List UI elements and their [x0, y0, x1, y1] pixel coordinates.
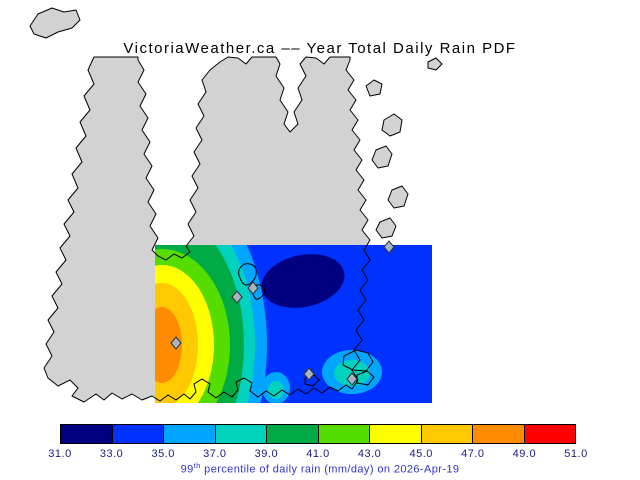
landmass-layer — [29, 7, 443, 403]
colorbar-tick-label: 47.0 — [461, 448, 485, 460]
colorbar-tick-label: 51.0 — [564, 448, 588, 460]
colorbar-cell — [318, 425, 370, 443]
island-1 — [365, 79, 383, 97]
caption: 99th percentile of daily rain (mm/day) o… — [0, 461, 640, 476]
colorbar-cell — [112, 425, 164, 443]
station-marker — [247, 281, 259, 295]
colorbar-tick-label: 33.0 — [99, 448, 124, 460]
band-31-33-minimum — [261, 254, 345, 308]
colorbar-cell — [524, 425, 575, 443]
island-4 — [387, 185, 409, 209]
station-marker — [383, 240, 395, 254]
colorbar-tick-label: 45.0 — [409, 448, 433, 460]
colorbar-tick-label: 49.0 — [512, 448, 537, 460]
colorbar-tick-label: 31.0 — [48, 448, 72, 460]
contour-field — [155, 245, 432, 403]
colorbar-tick-label: 37.0 — [203, 448, 227, 460]
station-marker — [346, 372, 358, 386]
station-marker — [303, 367, 315, 381]
islet-top-left — [29, 7, 81, 39]
colorbar-cell — [61, 425, 113, 443]
colorbar-cell — [473, 425, 525, 443]
caption-value: 99 — [180, 463, 194, 476]
colorbar-cell — [370, 425, 422, 443]
caption-text: percentile of daily rain (mm/day) on 202… — [200, 463, 460, 476]
inlet-loop-1 — [238, 263, 257, 286]
island-outline-discovery — [342, 349, 374, 372]
band-47-49 — [155, 307, 182, 383]
page-title: VictoriaWeather.ca –– Year Total Daily R… — [123, 40, 517, 57]
station-marker — [231, 290, 243, 304]
station-marker — [170, 336, 182, 350]
caption-superscript: th — [193, 461, 201, 470]
colorbar-cell — [267, 425, 319, 443]
colorbar-ticks: 31.0 33.0 35.0 37.0 39.0 41.0 43.0 45.0 47.0 49.0… — [48, 448, 587, 461]
station-markers — [170, 240, 395, 386]
island-6 — [427, 57, 443, 71]
colorbar-tick-label: 43.0 — [357, 448, 382, 460]
colorbar-cell — [421, 425, 473, 443]
colorbar-tick-label: 39.0 — [254, 448, 279, 460]
colorbar-cell — [164, 425, 216, 443]
colorbar-cell — [215, 425, 267, 443]
colorbar — [60, 424, 576, 444]
island-2 — [381, 113, 403, 137]
colorbar-tick-label: 35.0 — [151, 448, 175, 460]
island-5 — [375, 217, 397, 239]
island-outline-chatham — [356, 370, 375, 386]
colorbar-tick-label: 41.0 — [306, 448, 330, 460]
island-3 — [371, 145, 393, 169]
